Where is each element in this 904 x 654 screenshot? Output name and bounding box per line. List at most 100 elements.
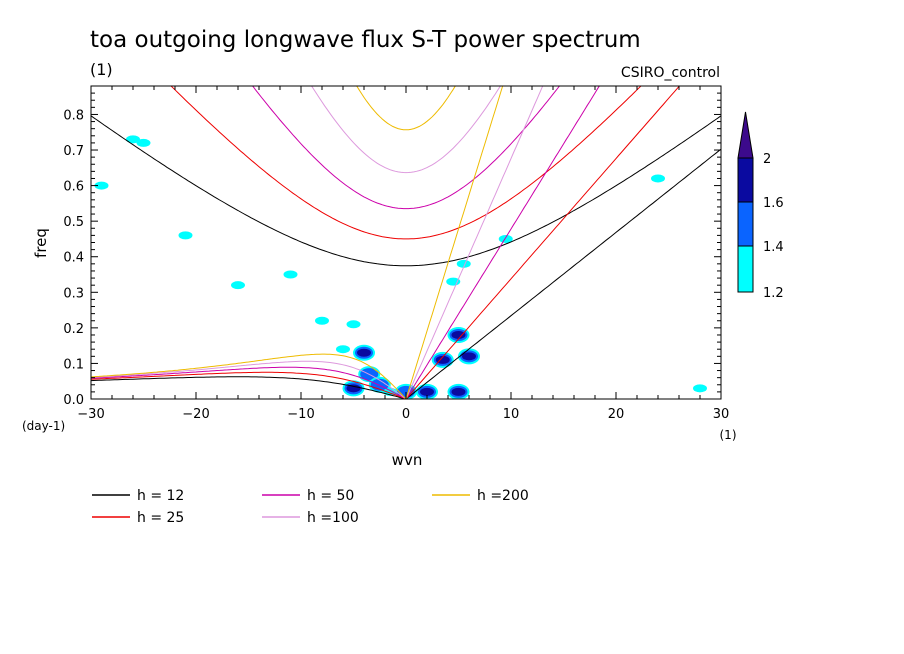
blob-level-1 [126,135,140,144]
blob-level-3 [420,387,434,396]
colorbar-swatch [737,157,754,203]
dispersion-25 [91,86,681,399]
kelvin-wave-curve [405,148,721,399]
power-blob [231,281,245,290]
kelvin-wave-curve [405,86,681,399]
blob-level-1 [498,234,513,243]
dispersion-12 [91,115,721,399]
colorbar-level-label: 1.6 [763,196,784,211]
blob-level-1 [346,320,361,329]
blob-level-1 [231,281,245,290]
spectral-power-contours [94,135,707,399]
blob-level-1 [336,345,350,354]
power-blob [94,181,109,190]
inertia-gravity-curve [311,86,501,174]
blob-level-1 [94,181,109,190]
inertia-gravity-curve [170,86,642,240]
colorbar-extend-arrow [737,111,754,159]
power-blob [651,174,665,183]
y-tick-label: 0.0 [63,393,84,408]
x-tick-label: 0 [402,407,410,422]
y-tick-label: 0.1 [63,357,84,372]
legend-item: h =100 [262,510,359,526]
blob-level-3 [462,352,476,361]
inertia-gravity-curve [251,86,561,210]
power-blob [346,320,361,329]
dispersion-50 [91,86,600,399]
x-tick-label: 20 [608,407,625,422]
blob-level-1 [456,259,471,268]
legend-label: h =100 [307,510,359,526]
legend-label: h = 50 [307,488,354,504]
x-axis-label: wvn [392,451,423,469]
y-tick-label: 0.3 [63,286,84,301]
power-blob [447,326,470,343]
rossby-wave-curve [91,353,407,399]
dispersion-100 [91,86,544,399]
power-blob [126,135,140,144]
chart-title: toa outgoing longwave flux S-T power spe… [90,27,641,53]
plot-area: −30 −20 −10 0 10 20 30 0.0 0.1 0.2 0.3 0.4 0.5 0.6 0.7… [63,85,729,422]
chart-subtitle: (1) [90,60,113,79]
blob-level-3 [451,330,466,339]
x-axis-unit: (1) [720,428,737,442]
blob-level-1 [178,231,193,240]
power-blob [498,234,513,243]
kelvin-wave-curve [405,86,600,399]
rossby-wave-curve [91,371,407,399]
x-tick-label: −20 [182,407,209,422]
power-blob [693,384,707,393]
y-axis-unit: (day-1) [22,419,65,433]
legend-item: h = 12 [92,488,184,504]
dispersion-curves [91,86,721,399]
kelvin-wave-curve [405,86,504,399]
y-tick-label: 0.5 [63,215,84,230]
blob-level-1 [693,384,707,393]
power-blob [353,344,375,361]
y-tick-label: 0.7 [63,144,84,159]
axis-ticks: −30 −20 −10 0 10 20 30 0.0 0.1 0.2 0.3 0.4 0.5 0.6 0.7… [63,86,729,422]
power-blob [283,270,298,279]
y-tick-label: 0.4 [63,251,84,266]
y-tick-label: 0.2 [63,322,84,337]
x-tick-label: 30 [713,407,730,422]
x-tick-label: −30 [77,407,104,422]
power-blob [315,316,329,325]
y-axis-label: freq [32,228,50,258]
x-tick-label: −10 [287,407,314,422]
colorbar-level-label: 2 [763,152,771,167]
legend: h = 12 h = 25 h = 50 h =100 h =200 [92,488,529,526]
plot-frame [90,85,722,400]
inertia-gravity-curve [91,115,721,267]
power-blob [458,348,480,365]
blob-level-1 [651,174,665,183]
blob-level-3 [357,348,371,357]
colorbar: 1.2 1.4 1.6 2 [737,111,784,301]
colorbar-swatch [737,201,754,247]
power-blob [456,259,471,268]
blob-level-3 [435,355,450,364]
power-blob [136,138,151,147]
rossby-wave-curve [91,366,407,399]
kelvin-wave-curve [405,86,544,399]
inertia-gravity-curve [356,86,456,131]
legend-item: h = 50 [262,488,354,504]
legend-label: h = 25 [137,510,184,526]
rossby-wave-curve [91,376,407,399]
power-blob [336,345,350,354]
legend-item: h = 25 [92,510,184,526]
run-label: CSIRO_control [621,65,720,81]
blob-level-1 [136,138,151,147]
legend-label: h =200 [477,488,529,504]
legend-item: h =200 [432,488,529,504]
blob-level-1 [315,316,329,325]
blob-level-3 [451,387,466,396]
y-tick-label: 0.6 [63,180,84,195]
colorbar-level-label: 1.2 [763,286,784,301]
blob-level-3 [346,384,361,393]
power-blob [416,383,438,399]
power-blob [447,383,470,399]
power-blob [178,231,193,240]
x-tick-label: 10 [503,407,520,422]
